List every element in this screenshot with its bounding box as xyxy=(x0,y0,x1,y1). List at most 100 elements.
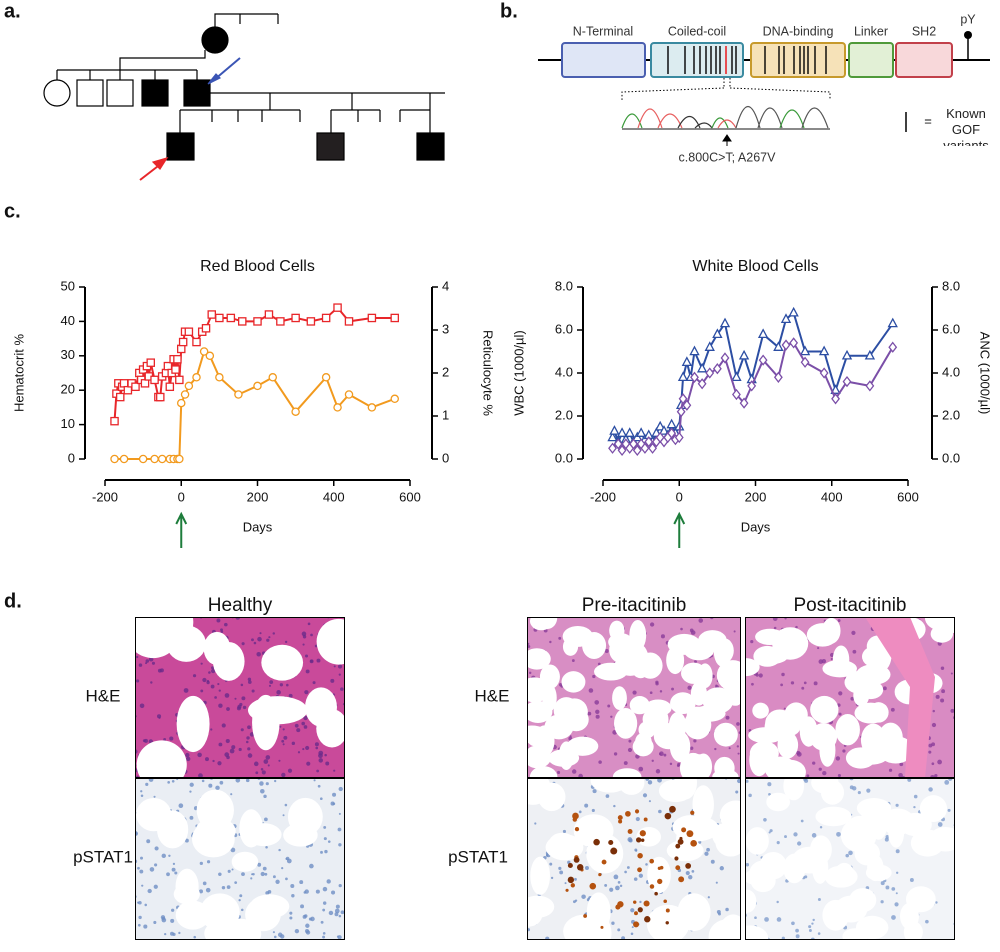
nucleus xyxy=(909,878,914,882)
nucleus xyxy=(764,917,769,922)
nucleus xyxy=(264,872,268,876)
nucleus xyxy=(301,721,306,726)
stained-nucleus xyxy=(589,882,597,890)
stained-nucleus xyxy=(583,914,587,918)
nucleus xyxy=(660,634,665,639)
marker xyxy=(291,407,300,416)
stained-nucleus xyxy=(639,830,646,837)
fat-cell xyxy=(156,810,189,849)
fat-cell xyxy=(196,789,234,831)
nucleus xyxy=(139,703,145,709)
y2-tick-label: 2 xyxy=(442,364,449,379)
nucleus xyxy=(178,803,184,809)
nucleus xyxy=(183,688,189,693)
fat-cell xyxy=(899,812,932,837)
trace xyxy=(621,113,643,129)
trace xyxy=(637,108,683,129)
nucleus xyxy=(338,883,342,888)
nucleus xyxy=(800,819,804,823)
marker xyxy=(697,378,707,390)
nucleus xyxy=(715,684,718,687)
fat-cell xyxy=(842,928,869,940)
trace xyxy=(801,107,829,129)
nucleus xyxy=(780,683,783,687)
nucleus xyxy=(324,849,328,854)
nucleus xyxy=(848,850,853,856)
marker xyxy=(184,381,194,391)
nucleus xyxy=(581,894,586,899)
pedigree-line xyxy=(56,50,206,80)
panel-label: c. xyxy=(4,200,21,222)
nucleus xyxy=(247,747,251,751)
fat-cell xyxy=(791,846,828,874)
nucleus xyxy=(316,658,321,663)
nucleus xyxy=(145,782,149,786)
y2-tick-label: 6.0 xyxy=(942,321,960,336)
nucleus xyxy=(781,672,785,677)
nucleus xyxy=(338,786,343,792)
marker xyxy=(171,365,180,374)
nucleus xyxy=(707,896,710,899)
marker xyxy=(207,310,216,319)
nucleus xyxy=(315,889,320,894)
fat-cell xyxy=(544,714,574,740)
stained-nucleus xyxy=(690,839,697,847)
nucleus xyxy=(584,865,589,870)
nucleus xyxy=(264,817,268,822)
nucleus xyxy=(821,658,827,664)
nucleus xyxy=(838,712,842,716)
nucleus xyxy=(663,753,667,757)
marker xyxy=(146,358,155,367)
marker xyxy=(215,313,224,323)
stained-nucleus xyxy=(633,900,637,904)
zoom-lines xyxy=(621,78,831,100)
nucleus xyxy=(225,738,230,744)
fat-cell xyxy=(638,652,663,679)
marker xyxy=(865,380,875,392)
nucleus xyxy=(688,874,693,880)
nucleus xyxy=(142,739,146,743)
nucleus xyxy=(715,881,718,884)
stained-nucleus xyxy=(601,859,607,865)
nucleus xyxy=(803,681,807,685)
marker xyxy=(176,344,186,354)
nucleus xyxy=(604,883,608,887)
marker xyxy=(616,427,628,437)
fat-cell xyxy=(810,695,839,724)
marker xyxy=(609,425,620,435)
nucleus xyxy=(276,690,281,695)
nucleus xyxy=(550,876,554,880)
nucleus xyxy=(240,683,244,687)
nucleus xyxy=(318,750,324,756)
nucleus xyxy=(185,752,190,758)
domain xyxy=(650,42,744,78)
nucleus xyxy=(885,885,890,890)
nucleus xyxy=(215,785,220,791)
y2-tick-label: 8.0 xyxy=(942,278,960,293)
nucleus xyxy=(808,925,812,929)
fat-cell xyxy=(316,618,345,665)
stained-nucleus xyxy=(598,873,602,877)
fat-cell xyxy=(566,736,599,756)
fat-cell xyxy=(614,707,638,739)
proband-arrow-head xyxy=(207,73,222,85)
nucleus xyxy=(156,714,162,719)
nucleus xyxy=(272,875,276,879)
legend-equals: = xyxy=(924,113,932,128)
marker xyxy=(119,454,129,464)
fat-cell xyxy=(683,638,715,661)
stained-nucleus xyxy=(643,817,648,822)
stained-nucleus xyxy=(637,907,643,913)
y-axis-label: Hematocrit % xyxy=(11,334,26,412)
marker xyxy=(140,379,150,388)
nucleus xyxy=(138,900,142,905)
nucleus xyxy=(259,781,264,786)
nucleus xyxy=(303,891,307,894)
stained-nucleus xyxy=(635,837,642,843)
marker xyxy=(110,454,119,464)
nucleus xyxy=(323,837,327,841)
histology-image xyxy=(527,778,741,940)
nucleus xyxy=(913,805,916,809)
marker xyxy=(629,438,638,450)
nucleus xyxy=(545,854,549,857)
